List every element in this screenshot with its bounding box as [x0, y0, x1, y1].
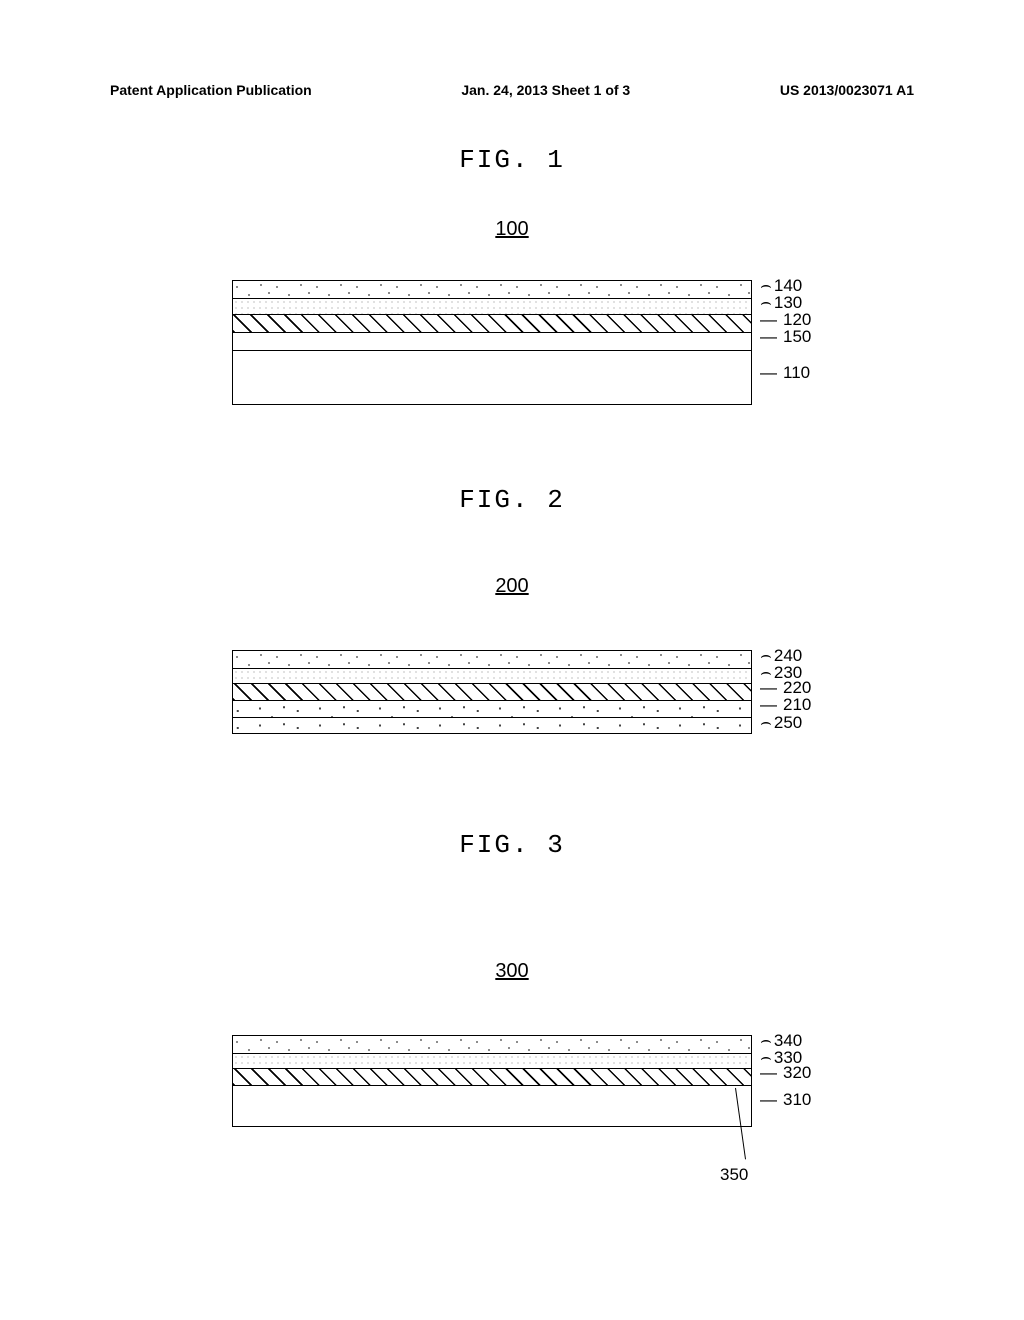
page-header: Patent Application Publication Jan. 24, … — [0, 82, 1024, 98]
layer-130 — [232, 298, 752, 314]
fig3-number: 300 — [0, 960, 1024, 983]
label-250: 250 — [774, 714, 802, 731]
layer-140 — [232, 280, 752, 298]
layer-230 — [232, 668, 752, 683]
fig2-diagram — [232, 650, 752, 734]
layer-320 — [232, 1068, 752, 1085]
label-130: 130 — [774, 294, 802, 311]
layer-150 — [232, 332, 752, 350]
label-240: 240 — [774, 647, 802, 664]
label-120: 120 — [783, 311, 811, 328]
label-350: 350 — [720, 1165, 748, 1185]
fig1-diagram — [232, 280, 752, 405]
layer-330 — [232, 1053, 752, 1068]
label-220: 220 — [783, 679, 811, 696]
layer-220 — [232, 683, 752, 700]
header-left: Patent Application Publication — [110, 82, 312, 98]
fig2-number: 200 — [0, 575, 1024, 598]
header-right: US 2013/0023071 A1 — [780, 82, 914, 98]
layer-210 — [232, 700, 752, 717]
layer-110 — [232, 350, 752, 405]
fig3-title: FIG. 3 — [0, 830, 1024, 860]
label-110: 110 — [783, 364, 810, 381]
layer-310 — [232, 1085, 752, 1127]
fig3-diagram — [232, 1035, 752, 1127]
fig2-title: FIG. 2 — [0, 485, 1024, 515]
label-210: 210 — [783, 696, 811, 713]
layer-240 — [232, 650, 752, 668]
label-150: 150 — [783, 328, 811, 345]
fig1-number: 100 — [0, 218, 1024, 241]
label-340: 340 — [774, 1032, 802, 1049]
label-140: 140 — [774, 277, 802, 294]
label-320: 320 — [783, 1064, 811, 1081]
layer-120 — [232, 314, 752, 332]
label-310: 310 — [783, 1091, 811, 1108]
layer-250 — [232, 717, 752, 734]
layer-340 — [232, 1035, 752, 1053]
fig1-title: FIG. 1 — [0, 145, 1024, 175]
header-center: Jan. 24, 2013 Sheet 1 of 3 — [461, 82, 630, 98]
